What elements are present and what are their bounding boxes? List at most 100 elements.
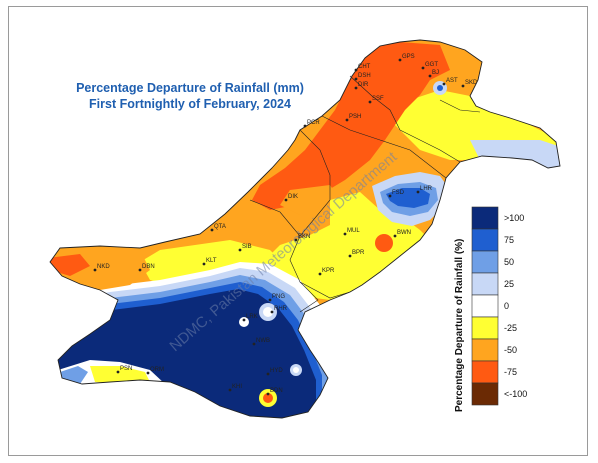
station-dot (210, 228, 214, 232)
station-dot (368, 100, 372, 104)
legend-label: -75 (504, 367, 517, 377)
station-psh: PSH (345, 114, 361, 122)
legend-swatch (471, 272, 499, 296)
station-label: CHT (358, 64, 371, 70)
station-label: PSN (120, 366, 132, 372)
station-dot (294, 238, 298, 242)
station-lhr: LHR (416, 186, 433, 194)
station-label: SSF (372, 96, 384, 102)
station-label: KHI (232, 384, 242, 390)
station-dik: DIK (284, 194, 298, 202)
station-dot (354, 77, 358, 81)
station-dsh: DSH (354, 73, 371, 81)
station-png: PNG (268, 294, 285, 302)
station-dot (228, 388, 232, 392)
station-label: DBN (142, 264, 155, 270)
station-dot (354, 68, 358, 72)
station-label: NKD (97, 264, 110, 270)
station-dot (146, 371, 150, 375)
station-bdn: BDN (266, 388, 283, 396)
legend-label: 50 (504, 257, 514, 267)
station-label: BKN (298, 234, 310, 240)
station-label: NWB (256, 338, 270, 344)
station-dot (252, 342, 256, 346)
station-fsd: FSD (388, 190, 405, 198)
station-hyd: HYD (266, 368, 283, 376)
station-bkn: BKN (294, 234, 310, 242)
station-label: BDN (270, 388, 283, 394)
legend: Percentage Departure of Rainfall (%) >10… (454, 206, 527, 412)
station-label: LHR (420, 186, 433, 192)
province-boundaries (249, 75, 481, 313)
station-dot (238, 248, 242, 252)
station-dot (343, 232, 347, 236)
station-label: KPR (322, 268, 335, 274)
station-dot (116, 370, 120, 374)
station-dot (354, 86, 358, 90)
station-label: BWN (397, 230, 411, 236)
legend-label: 25 (504, 279, 514, 289)
station-nkd: NKD (93, 264, 110, 272)
station-dot (268, 298, 272, 302)
station-cht: CHT (354, 64, 371, 72)
station-dot (266, 372, 270, 376)
station-kpr: KPR (318, 268, 335, 276)
station-ggt: GGT (421, 62, 438, 70)
station-ssf: SSF (368, 96, 384, 104)
station-orm: ORM (146, 367, 164, 375)
legend-swatch (471, 206, 499, 230)
map-title: Percentage Departure of Rainfall (mm) Fi… (50, 80, 330, 112)
station-label: DIR (358, 82, 369, 88)
station-dot (398, 58, 402, 62)
legend-swatch (471, 316, 499, 340)
station-label: LRK (246, 314, 258, 320)
station-ast: AST (442, 78, 458, 86)
station-klt: KLT (202, 258, 217, 266)
legend-swatch (471, 360, 499, 384)
station-label: GGT (425, 62, 438, 68)
station-label: KLT (206, 258, 217, 264)
station-nwb: NWB (252, 338, 270, 346)
station-dot (416, 190, 420, 194)
legend-swatch (471, 382, 499, 406)
station-label: PNG (272, 294, 285, 300)
station-label: HYD (270, 368, 283, 374)
station-dot (270, 310, 274, 314)
station-khi: KHI (228, 384, 242, 392)
station-gps: GPS (398, 54, 415, 62)
station-label: MUL (347, 228, 360, 234)
station-dot (393, 234, 397, 238)
map-title-line2: First Fortnightly of February, 2024 (89, 97, 291, 111)
station-dot (345, 118, 349, 122)
station-label: DIK (288, 194, 298, 200)
station-mul: MUL (343, 228, 360, 236)
station-dbn: DBN (138, 264, 155, 272)
station-dot (266, 392, 270, 396)
station-label: PSH (349, 114, 361, 120)
station-rhr: RHR (270, 306, 288, 314)
station-dot (421, 66, 425, 70)
legend-swatch (471, 338, 499, 362)
station-dir: DIR (354, 82, 369, 90)
legend-title: Percentage Departure of Rainfall (%) (454, 239, 465, 412)
station-label: ORM (150, 367, 164, 373)
station-pcr: PCR (303, 120, 320, 128)
station-label: BJ (432, 70, 439, 76)
station-dot (303, 124, 307, 128)
station-bj: BJ (428, 70, 439, 78)
station-label: RHR (274, 306, 288, 312)
station-dot (348, 254, 352, 258)
station-markers: GPS CHT DSH GGT BJ AST SKD DIR SSF PCR PSH FSD LHR DI… (93, 54, 478, 396)
station-psn: PSN (116, 366, 132, 374)
legend-label: -50 (504, 345, 517, 355)
station-label: QTA (214, 224, 226, 230)
station-dot (93, 268, 97, 272)
station-skd: SKD (461, 80, 478, 88)
legend-label: <-100 (504, 389, 527, 399)
station-dot (138, 268, 142, 272)
station-dot (318, 272, 322, 276)
station-label: DSH (358, 73, 371, 79)
station-label: AST (446, 78, 458, 84)
legend-label: -25 (504, 323, 517, 333)
